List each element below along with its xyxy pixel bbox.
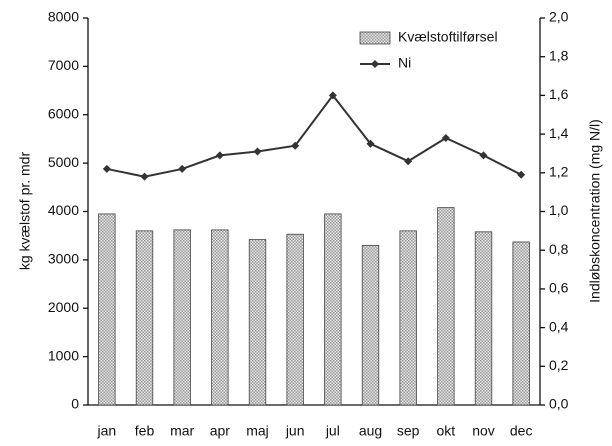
x-tick-label: mar [170, 423, 194, 439]
bar [286, 233, 304, 406]
bar [173, 229, 191, 406]
x-tick-label: nov [472, 423, 495, 439]
y-tick-label: 7000 [48, 57, 79, 73]
y-tick-label: 3000 [48, 251, 79, 267]
y2-tick-label: 0,0 [549, 396, 569, 412]
line-marker [366, 139, 375, 148]
x-tick-label: jun [285, 423, 305, 439]
line-marker [404, 157, 413, 166]
bar [211, 229, 229, 406]
line-marker [215, 151, 224, 160]
y-tick-label: 2000 [48, 299, 79, 315]
y2-tick-label: 1,8 [549, 47, 569, 63]
x-tick-label: apr [210, 423, 231, 439]
y-tick-label: 0 [71, 396, 79, 412]
y2-axis-label: Indløbskoncentration (mg N/l) [587, 119, 603, 303]
bar [399, 230, 417, 406]
y-tick-label: 8000 [48, 9, 79, 25]
bar [512, 241, 530, 406]
y2-tick-label: 1,4 [549, 125, 569, 141]
y-tick-label: 5000 [48, 154, 79, 170]
y2-tick-label: 1,0 [549, 202, 569, 218]
y2-tick-label: 0,8 [549, 241, 569, 257]
x-tick-label: feb [135, 423, 155, 439]
x-tick-label: sep [397, 423, 420, 439]
x-tick-label: jan [96, 423, 116, 439]
x-tick-label: aug [359, 423, 382, 439]
line-marker [102, 164, 111, 173]
line-marker [328, 91, 337, 100]
y-tick-label: 1000 [48, 347, 79, 363]
bar [248, 239, 267, 406]
line-marker [140, 172, 149, 181]
bar [437, 207, 455, 406]
x-tick-label: dec [510, 423, 533, 439]
bar [135, 230, 154, 406]
bar [361, 244, 380, 406]
y2-tick-label: 0,6 [549, 280, 569, 296]
bar [98, 213, 116, 406]
y-tick-label: 6000 [48, 105, 79, 121]
line-marker [253, 147, 262, 156]
y2-tick-label: 0,2 [549, 357, 569, 373]
x-tick-label: jul [325, 423, 340, 439]
x-tick-label: maj [246, 423, 269, 439]
line [106, 93, 522, 178]
y-axis-label: kg kvælstof pr. mdr [17, 152, 33, 271]
y2-tick-label: 1,2 [549, 164, 569, 180]
line-marker [291, 141, 300, 150]
line-marker [441, 133, 450, 142]
line-marker [517, 170, 526, 179]
legend-label: Ni [398, 55, 411, 71]
legend-label: Kvælstoftilførsel [398, 29, 498, 45]
line-marker [178, 164, 187, 173]
x-tick-label: okt [436, 423, 455, 439]
bar [324, 213, 342, 406]
legend-swatch [359, 31, 391, 45]
legend-marker [371, 60, 379, 68]
bar [474, 231, 493, 406]
y2-tick-label: 1,6 [549, 86, 569, 102]
y2-tick-label: 2,0 [549, 9, 569, 25]
y2-tick-label: 0,4 [549, 318, 569, 334]
line-marker [479, 151, 488, 160]
y-tick-label: 4000 [48, 202, 79, 218]
